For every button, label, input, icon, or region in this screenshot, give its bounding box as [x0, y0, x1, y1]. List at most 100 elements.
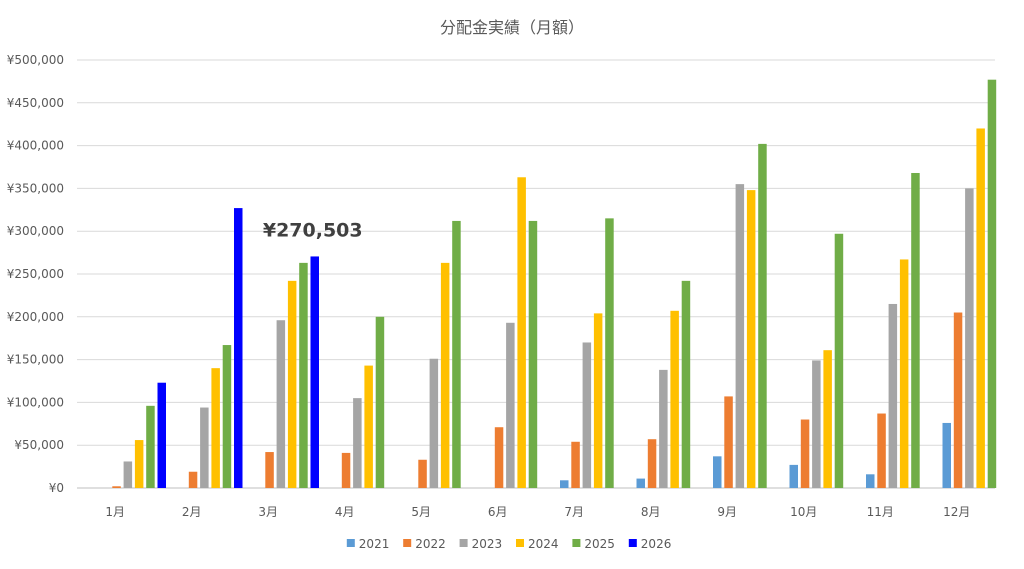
bar-2022-2 — [188, 471, 198, 488]
bar-2023-5 — [429, 358, 439, 488]
legend-swatch — [346, 539, 355, 547]
bar-2022-9 — [724, 396, 733, 488]
bar-2023-4 — [353, 398, 362, 488]
bars — [112, 79, 997, 489]
x-tick-label: 7月 — [564, 505, 584, 519]
bar-2023-9 — [735, 184, 745, 488]
bar-2022-7 — [571, 441, 580, 488]
legend-label: 2024 — [528, 537, 559, 551]
bar-2023-10 — [812, 360, 821, 488]
bar-2026-2 — [234, 208, 243, 488]
bar-2023-1 — [123, 461, 133, 488]
bar-2021-8 — [636, 478, 645, 488]
legend-swatch — [628, 539, 637, 547]
legend-swatch — [572, 539, 581, 547]
bar-2022-1 — [112, 486, 121, 488]
legend-label: 2026 — [641, 537, 672, 551]
legend-label: 2022 — [415, 537, 446, 551]
bar-2025-7 — [605, 218, 614, 489]
y-tick-label: ¥300,000 — [7, 224, 64, 238]
bar-2025-10 — [834, 233, 844, 488]
legend-swatch — [403, 539, 412, 547]
y-tick-label: ¥350,000 — [7, 181, 64, 195]
bar-2025-1 — [146, 405, 155, 488]
bar-2025-5 — [452, 220, 461, 489]
bar-2021-9 — [713, 456, 722, 488]
bar-2022-4 — [341, 452, 351, 488]
bar-2022-12 — [953, 312, 963, 488]
bar-2022-5 — [418, 459, 427, 488]
bar-2023-2 — [200, 407, 209, 488]
bar-2024-5 — [440, 262, 450, 488]
bar-2024-2 — [211, 368, 220, 488]
data-label-annotation: ¥270,503 — [263, 219, 363, 241]
x-tick-label: 5月 — [411, 505, 431, 519]
y-tick-label: ¥200,000 — [7, 310, 64, 324]
bar-2022-3 — [265, 452, 274, 488]
legend-swatch — [516, 539, 524, 547]
bar-2025-12 — [987, 79, 997, 489]
bar-2023-3 — [276, 320, 286, 488]
bar-2021-11 — [866, 474, 875, 488]
bar-2023-12 — [965, 188, 974, 488]
bar-2024-7 — [593, 313, 603, 488]
chart-title: 分配金実績（月額） — [440, 18, 584, 37]
bar-2025-6 — [528, 220, 538, 489]
x-tick-label: 10月 — [790, 505, 817, 519]
x-axis-ticks: 1月 2月 3月 4月 5月 6月 7月 8月 9月 10月 11月 12月 — [105, 505, 970, 519]
bar-2022-10 — [800, 419, 810, 488]
y-tick-label: ¥450,000 — [7, 96, 64, 110]
bar-2021-7 — [560, 480, 569, 488]
y-tick-label: ¥250,000 — [7, 267, 64, 281]
x-tick-label: 4月 — [335, 505, 355, 519]
bar-2023-7 — [582, 342, 592, 488]
bar-2023-6 — [506, 322, 515, 488]
bar-2025-11 — [911, 172, 920, 488]
bar-2024-6 — [517, 177, 526, 488]
bar-2024-8 — [670, 310, 679, 488]
bar-2024-4 — [364, 365, 373, 488]
x-tick-label: 1月 — [105, 505, 125, 519]
x-tick-label: 12月 — [943, 505, 970, 519]
x-tick-label: 8月 — [641, 505, 661, 519]
annotations: ¥270,503 — [263, 219, 363, 241]
y-tick-label: ¥100,000 — [7, 395, 64, 409]
y-axis-ticks: ¥0 ¥50,000 ¥100,000 ¥150,000 ¥200,000 ¥250,00… — [7, 53, 64, 495]
bar-2025-8 — [681, 280, 691, 488]
bar-2025-9 — [758, 143, 767, 488]
bar-2025-4 — [375, 316, 385, 488]
bar-2021-12 — [942, 422, 951, 488]
bar-2024-9 — [746, 190, 756, 488]
bar-2022-6 — [494, 427, 504, 488]
bar-2022-8 — [647, 439, 657, 488]
y-tick-label: ¥150,000 — [7, 353, 64, 367]
bar-2024-12 — [976, 128, 985, 489]
legend: 2021 2022 2023 2024 2025 2026 — [346, 537, 672, 551]
x-tick-label: 2月 — [182, 505, 202, 519]
y-tick-label: ¥500,000 — [7, 53, 64, 67]
bar-2024-1 — [134, 440, 144, 488]
bar-2025-3 — [299, 262, 308, 488]
bar-2023-11 — [888, 303, 898, 488]
y-tick-label: ¥0 — [49, 481, 64, 495]
legend-swatch — [459, 539, 468, 547]
x-tick-label: 3月 — [258, 505, 278, 519]
y-tick-label: ¥50,000 — [14, 438, 64, 452]
bar-2021-10 — [789, 464, 798, 488]
bar-2024-10 — [823, 350, 832, 488]
bar-2026-3 — [310, 256, 319, 488]
bar-2025-2 — [222, 345, 232, 488]
bar-2026-1 — [157, 382, 166, 488]
legend-label: 2025 — [584, 537, 615, 551]
x-tick-label: 9月 — [717, 505, 737, 519]
x-tick-label: 6月 — [488, 505, 508, 519]
bar-2022-11 — [877, 413, 886, 488]
bar-2024-3 — [287, 280, 297, 488]
legend-label: 2023 — [472, 537, 503, 551]
x-tick-label: 11月 — [867, 505, 894, 519]
legend-label: 2021 — [359, 537, 390, 551]
bar-2023-8 — [659, 369, 668, 488]
bar-2024-11 — [899, 259, 909, 488]
